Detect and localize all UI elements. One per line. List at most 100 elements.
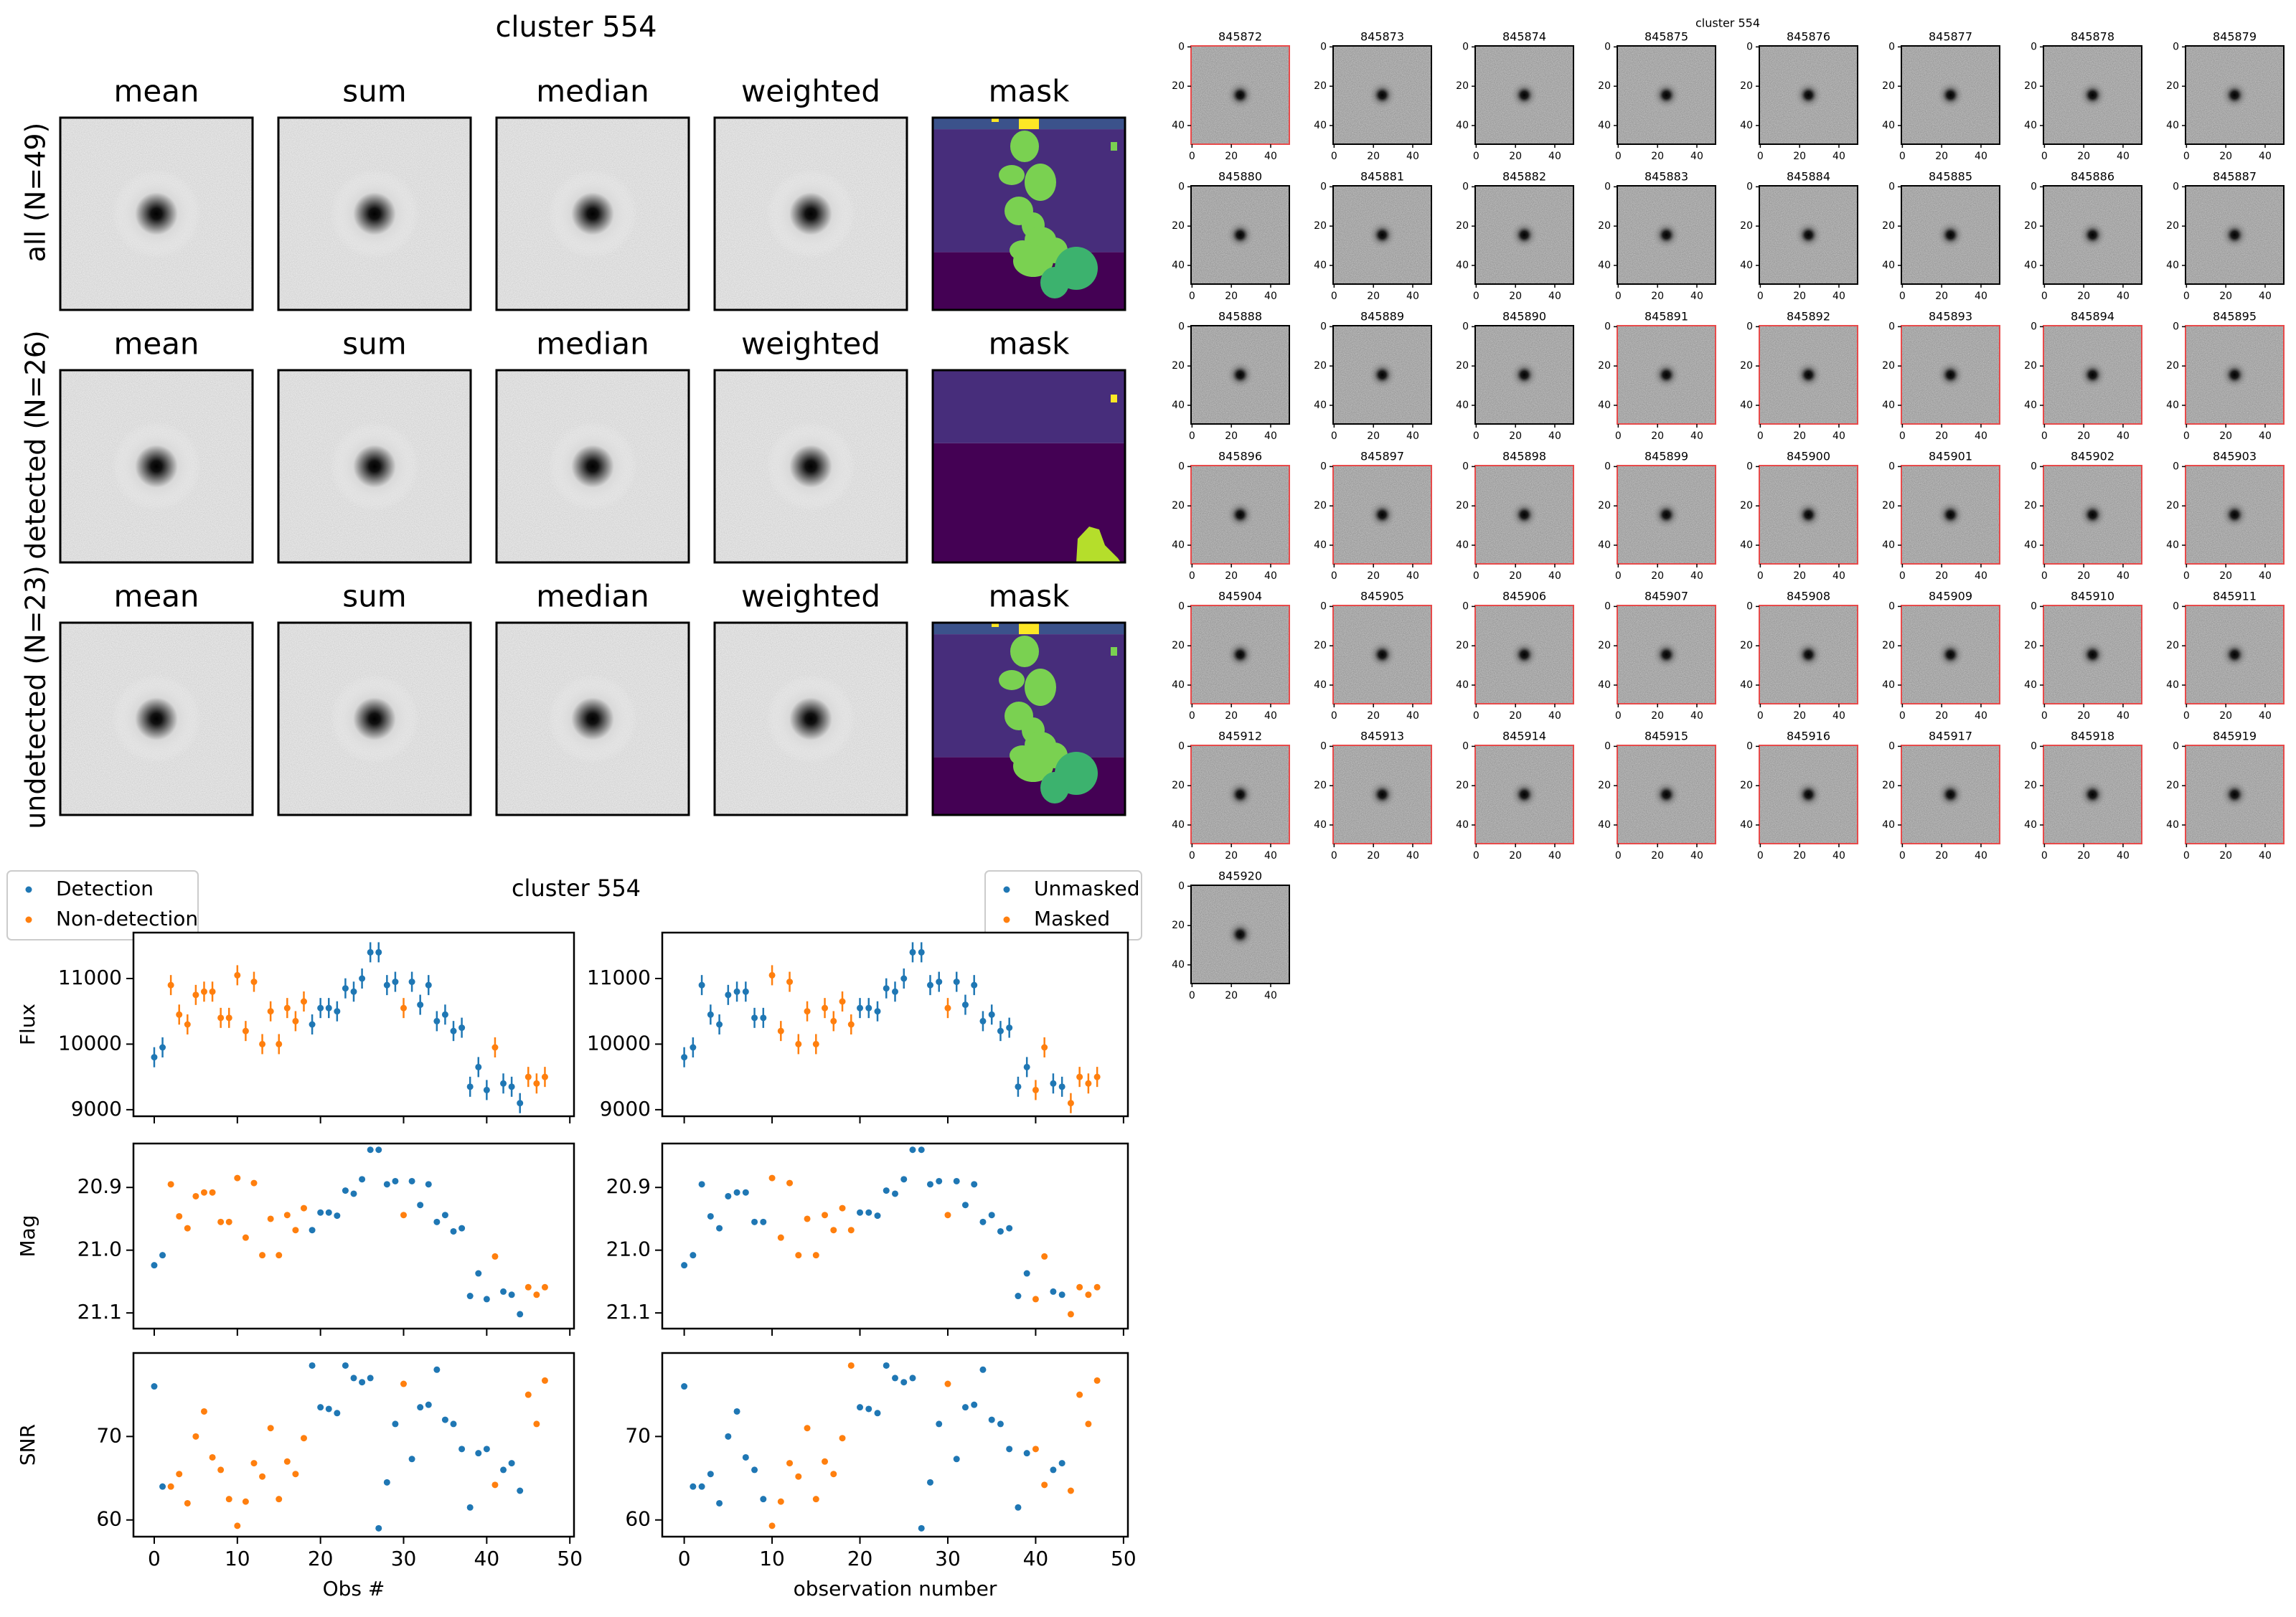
column-title: sum [342,579,406,614]
cutout-x-tick-label: 0 [1615,570,1622,582]
cutout-x-tick-label: 0 [1473,850,1479,862]
cutout-x-tick-label: 40 [1832,710,1845,722]
cutout-id: 845885 [1929,170,1972,184]
cutout-x-tick-label: 40 [1832,430,1845,442]
cutout-x-tick-label: 0 [1473,710,1479,722]
data-point [283,1458,291,1465]
y-axis-label: Mag [16,1215,39,1257]
x-tick-label: 40 [1023,1547,1049,1570]
data-point [900,1379,908,1386]
cutout-y-tick-label: 40 [1598,400,1611,411]
plot-axes-frame [661,1142,1129,1330]
cutout-y-tick-label: 20 [1456,360,1469,372]
cutout-source [2220,80,2249,110]
cutout-y-tick-label: 0 [1604,321,1611,332]
data-point [517,1100,524,1107]
cutout-id: 845909 [1929,590,1972,603]
data-point [517,1311,524,1318]
cutout-y-tick-label: 20 [1882,640,1895,651]
cutout-y-tick-label: 0 [1178,41,1185,52]
cutout-y-tick-label: 40 [2166,400,2179,411]
data-point [716,1499,723,1507]
data-point [483,1296,490,1303]
data-point [865,1209,872,1216]
cutout-x-tick-label: 20 [1935,850,1948,862]
data-point [375,948,382,956]
cutout-frame [1759,605,1858,704]
cutout-x-tick-label: 20 [2077,570,2090,582]
data-point [1067,1311,1074,1318]
cutout-y-tick-label: 0 [1888,41,1895,52]
cutout-y-tick-label: 40 [1740,539,1753,551]
data-point [839,998,846,1005]
data-point [276,1040,283,1047]
cutout-y-tick-label: 40 [1456,679,1469,691]
data-point [151,1262,158,1269]
legend-masked-marker [1003,916,1010,923]
data-point [309,1227,316,1234]
data-point [865,1004,872,1012]
legend-masked-label: Masked [1034,907,1110,930]
data-point [768,1174,776,1182]
cutout-x-tick-label: 40 [1690,850,1703,862]
data-point [200,1408,207,1415]
data-point [151,1054,158,1061]
cutout-y-tick-label: 20 [1172,920,1185,931]
y-tick-label: 9000 [71,1097,122,1121]
data-point [450,1420,457,1428]
cutout-id: 845906 [1502,590,1546,603]
x-tick-label: 50 [1111,1547,1137,1570]
psf-source [766,674,855,763]
cutout-x-tick-label: 0 [1331,151,1337,162]
column-title: sum [342,74,406,109]
cutout-y-tick-label: 40 [2024,400,2037,411]
cutout-frame [1901,185,2000,285]
cutout-y-tick-label: 20 [1882,220,1895,232]
cutout-id: 845889 [1360,310,1404,324]
cutout-x-tick-label: 20 [2219,291,2232,302]
mask-blob [1019,118,1039,129]
data-point [292,1471,299,1478]
cutout-y-tick-label: 0 [1746,181,1753,192]
cutout-y-tick-label: 40 [1882,819,1895,831]
data-point [342,1187,349,1194]
data-point [979,1218,987,1225]
data-point [383,1479,390,1486]
cutout-x-tick-label: 20 [1509,570,1522,582]
data-point [325,1004,332,1012]
cutout-y-tick-label: 0 [2173,461,2179,472]
cutout-x-tick-label: 0 [1899,850,1906,862]
stack-image-frame [495,369,690,564]
cutout-x-tick-label: 0 [1615,710,1622,722]
cutout-source [1368,80,1397,110]
cutout-y-tick-label: 40 [1882,260,1895,271]
data-point [508,1083,515,1090]
y-tick-label: 60 [625,1507,651,1531]
cutout-source [1936,80,1965,110]
data-point [350,1375,357,1382]
cutout-source [1794,80,1823,110]
data-point [1032,1086,1039,1093]
data-point [926,1181,933,1188]
data-point [839,1435,846,1442]
cutout-frame [1474,325,1574,425]
cutout-source [1936,360,1965,390]
data-point [417,1001,424,1009]
legend-detection-box [6,870,199,940]
cutout-x-tick-label: 20 [1225,570,1238,582]
cutout-y-tick-label: 20 [2166,220,2179,232]
data-point [367,1146,374,1154]
cutout-id: 845875 [1645,30,1688,44]
data-point [830,1227,837,1234]
cutout-y-tick-label: 40 [1456,260,1469,271]
data-point [979,1017,987,1024]
data-point [234,971,241,979]
data-point [795,1473,802,1480]
data-point [961,1202,969,1209]
data-point [466,1504,474,1511]
cutout-x-tick-label: 40 [1548,850,1561,862]
psf-source [112,169,201,258]
cutout-x-tick-label: 20 [1367,850,1380,862]
cutout-x-tick-label: 40 [1406,850,1419,862]
cutout-x-tick-label: 20 [1935,151,1948,162]
